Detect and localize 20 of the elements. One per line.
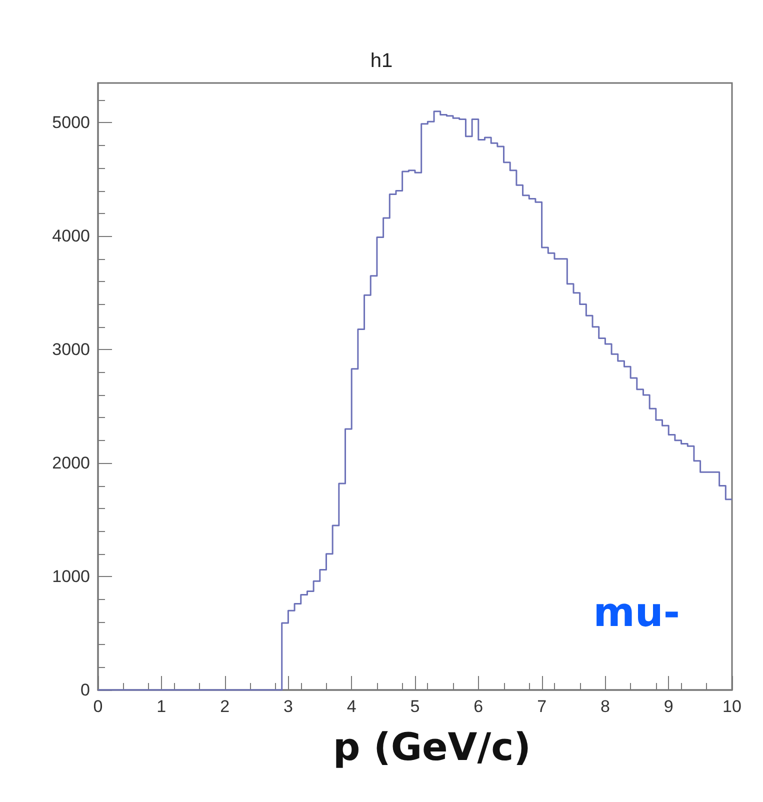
x-tick-label: 5 — [410, 697, 420, 716]
x-axis-title: p (GeV/c) — [333, 725, 531, 769]
chart-title: h1 — [370, 50, 393, 72]
x-tick-label: 10 — [722, 697, 742, 716]
y-tick-label: 0 — [80, 680, 90, 700]
y-tick-label: 5000 — [52, 113, 90, 132]
x-tick-label: 9 — [664, 697, 674, 716]
y-tick-label: 1000 — [52, 567, 90, 586]
annotation: mu- — [593, 590, 680, 636]
x-tick-label: 8 — [600, 697, 610, 716]
x-tick-label: 0 — [93, 697, 103, 716]
y-tick-label: 2000 — [52, 454, 90, 473]
x-tick-label: 3 — [283, 697, 293, 716]
x-tick-label: 1 — [156, 697, 166, 716]
x-tick-label: 7 — [537, 697, 547, 716]
y-tick-label: 4000 — [52, 226, 90, 246]
x-tick-label: 2 — [220, 697, 230, 716]
x-tick-label: 4 — [346, 697, 356, 716]
x-tick-label: 6 — [474, 697, 484, 716]
y-tick-label: 3000 — [52, 340, 90, 360]
